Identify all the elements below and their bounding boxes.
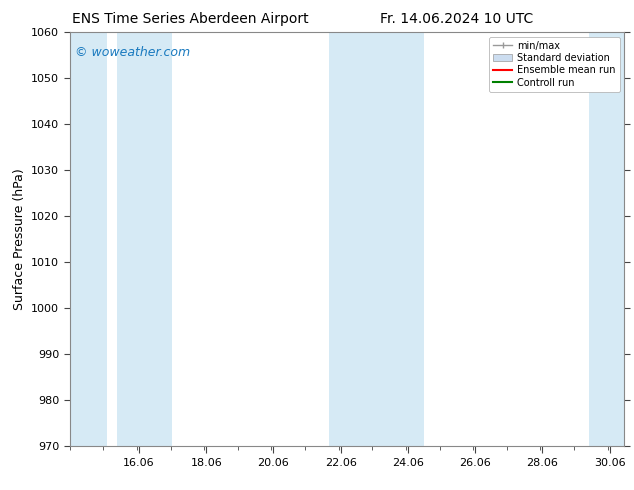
Bar — [589, 32, 624, 446]
Text: ENS Time Series Aberdeen Airport: ENS Time Series Aberdeen Airport — [72, 12, 309, 26]
Legend: min/max, Standard deviation, Ensemble mean run, Controll run: min/max, Standard deviation, Ensemble me… — [489, 37, 619, 92]
Y-axis label: Surface Pressure (hPa): Surface Pressure (hPa) — [13, 168, 25, 310]
Bar — [328, 32, 424, 446]
Text: © woweather.com: © woweather.com — [75, 47, 190, 59]
Bar — [70, 32, 107, 446]
Bar — [117, 32, 172, 446]
Text: Fr. 14.06.2024 10 UTC: Fr. 14.06.2024 10 UTC — [380, 12, 533, 26]
